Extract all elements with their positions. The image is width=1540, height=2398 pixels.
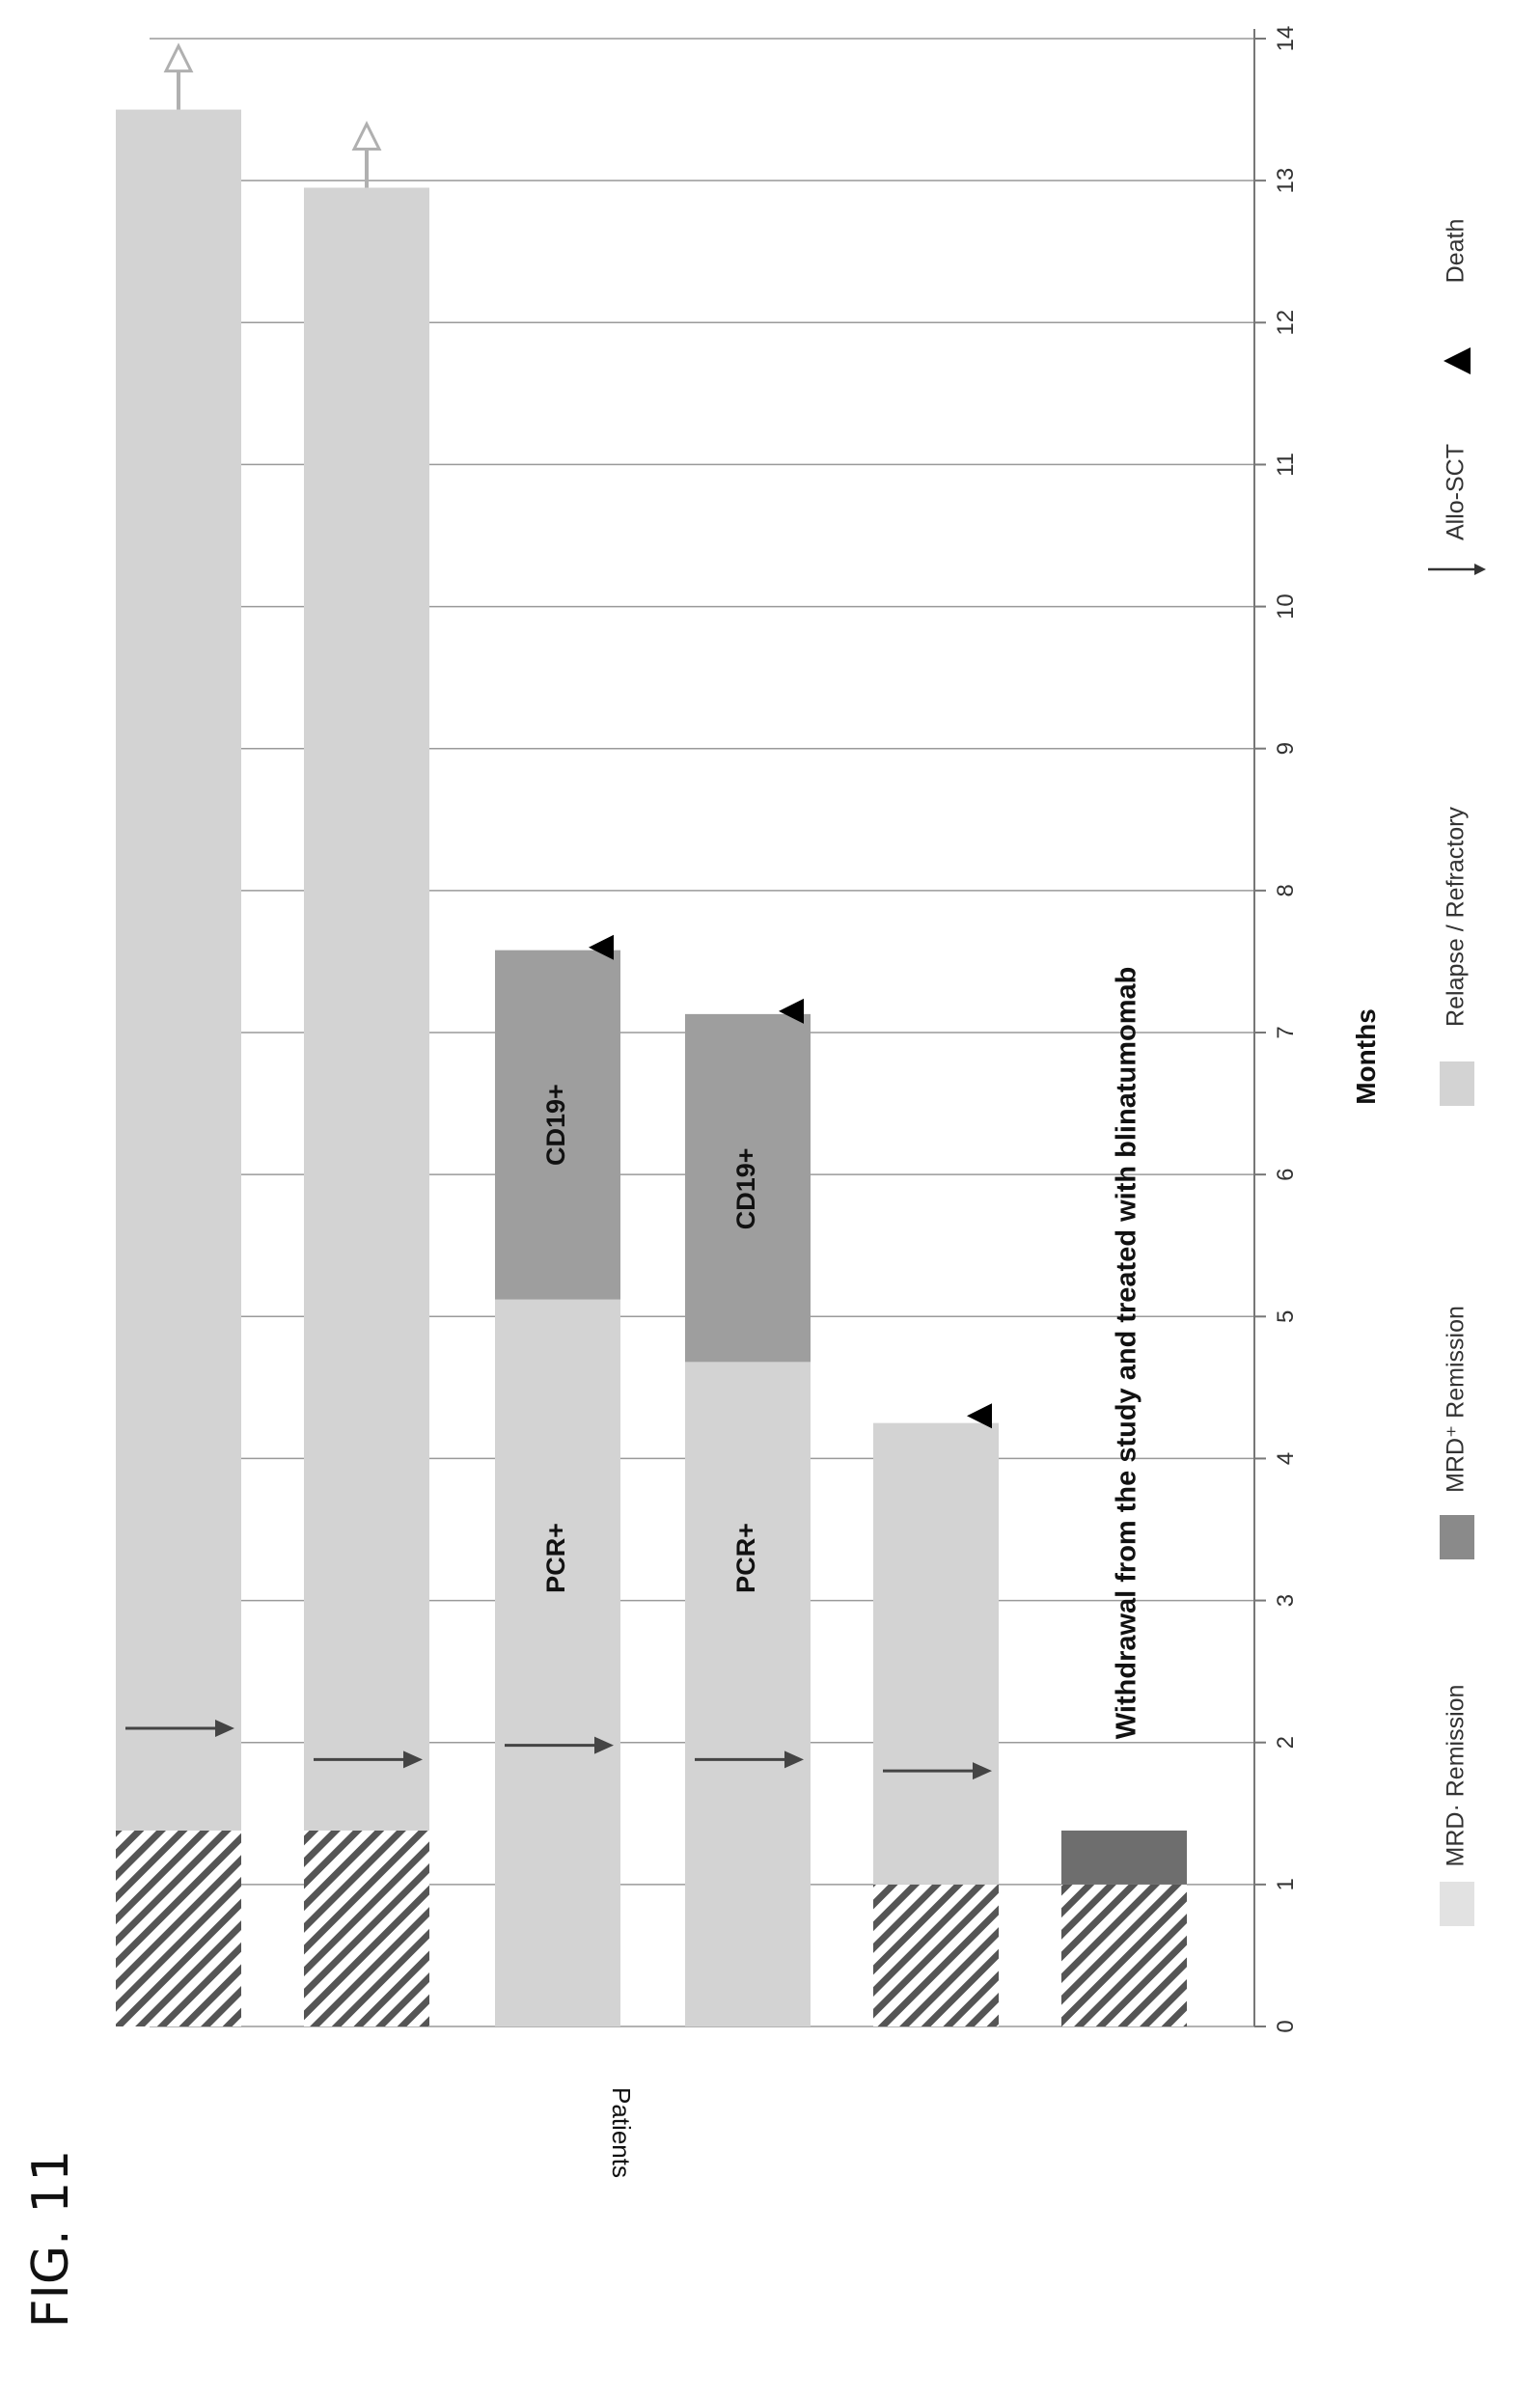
x-axis-label: Months <box>1351 1008 1381 1105</box>
allo-sct-arrowhead <box>784 1750 804 1769</box>
segment-hatch <box>116 1830 241 2026</box>
x-tick-label: 8 <box>1273 884 1299 896</box>
death-marker <box>779 998 804 1024</box>
death-marker <box>967 1403 992 1429</box>
figure-label: FIG. 11 <box>22 2150 80 2329</box>
legend-item-death: Death <box>1443 219 1471 374</box>
legend-swatch-mrd-neg <box>1440 1882 1474 1926</box>
legend: MRD· Remission MRD⁺ Remission Relapse / Re… <box>1428 219 1486 1926</box>
legend-label: Allo-SCT <box>1443 444 1470 540</box>
legend-swatch-mrd-pos <box>1440 1515 1474 1559</box>
segment-hatch <box>873 1884 999 2026</box>
bar-annotation: PCR+ <box>731 1523 760 1593</box>
legend-item-mrdpos: MRD⁺ Remission <box>1440 1306 1474 1559</box>
x-tick-label: 5 <box>1273 1310 1299 1323</box>
x-tick-label: 1 <box>1273 1878 1299 1890</box>
bars: PCR+ CD19+ PCR+ CD19+ Withdrawal from the st… <box>116 42 1187 2026</box>
legend-item-hatch: MRD· Remission <box>1440 1685 1474 1926</box>
segment-relapse <box>304 187 429 1831</box>
ongoing-arrow-head <box>163 42 194 73</box>
allo-sct-arrowhead <box>973 1762 992 1780</box>
legend-swatch-sct-head <box>1474 564 1486 575</box>
allo-sct-arrowhead <box>403 1750 423 1769</box>
death-marker <box>589 934 614 960</box>
legend-item-sct: Allo-SCT <box>1428 444 1486 575</box>
legend-swatch-relapse <box>1440 1061 1474 1106</box>
x-tick-label: 12 <box>1273 310 1299 336</box>
segment-mrdpos <box>685 1013 811 1363</box>
y-axis-label: Patients <box>607 2087 636 2178</box>
segment-hatch <box>304 1830 429 2026</box>
segment-relapse <box>116 109 241 1831</box>
bar-annotation: CD19+ <box>731 1147 760 1229</box>
allo-sct-arrowhead <box>594 1736 614 1754</box>
segment-relapse <box>685 1362 811 2026</box>
legend-label: MRD⁺ Remission <box>1443 1306 1470 1493</box>
patient-bar <box>116 42 241 2026</box>
x-tick-label: 0 <box>1273 2020 1299 2032</box>
legend-label: MRD· Remission <box>1443 1685 1470 1867</box>
patient-bar <box>873 1403 999 2026</box>
patient-bar: Withdrawal from the study and treated wi… <box>1061 967 1187 2026</box>
x-tick-label: 14 <box>1273 26 1299 52</box>
x-tick-label: 2 <box>1273 1736 1299 1749</box>
legend-swatch-death <box>1444 347 1471 374</box>
x-tick-label: 13 <box>1273 168 1299 194</box>
x-tick-label: 10 <box>1273 593 1299 620</box>
patient-bar: PCR+ CD19+ <box>685 998 811 2026</box>
allo-sct-arrowhead <box>215 1720 234 1737</box>
x-tick-label: 7 <box>1273 1026 1299 1038</box>
segment-relapse <box>495 1299 620 2026</box>
bar-annotation: Withdrawal from the study and treated wi… <box>1112 967 1142 1740</box>
legend-label: Death <box>1443 219 1470 284</box>
x-tick-label: 11 <box>1273 453 1299 477</box>
segment-mrdpos <box>495 950 620 1300</box>
bar-annotation: CD19+ <box>541 1084 570 1166</box>
segment-mrdpos_small <box>1061 1830 1187 1885</box>
patient-bar: PCR+ CD19+ <box>495 934 620 2026</box>
x-tick-label: 3 <box>1273 1594 1299 1607</box>
segment-hatch <box>1061 1884 1187 2026</box>
segment-relapse <box>873 1422 999 1885</box>
x-tick-label: 4 <box>1273 1452 1299 1465</box>
x-tick-label: 9 <box>1273 742 1299 755</box>
patient-bar <box>304 121 429 2026</box>
x-tick-label: 6 <box>1273 1168 1299 1180</box>
legend-item-relapse: Relapse / Refractory <box>1440 807 1474 1106</box>
ongoing-arrow-head <box>351 121 382 151</box>
legend-label: Relapse / Refractory <box>1443 807 1470 1027</box>
bar-annotation: PCR+ <box>541 1523 570 1593</box>
